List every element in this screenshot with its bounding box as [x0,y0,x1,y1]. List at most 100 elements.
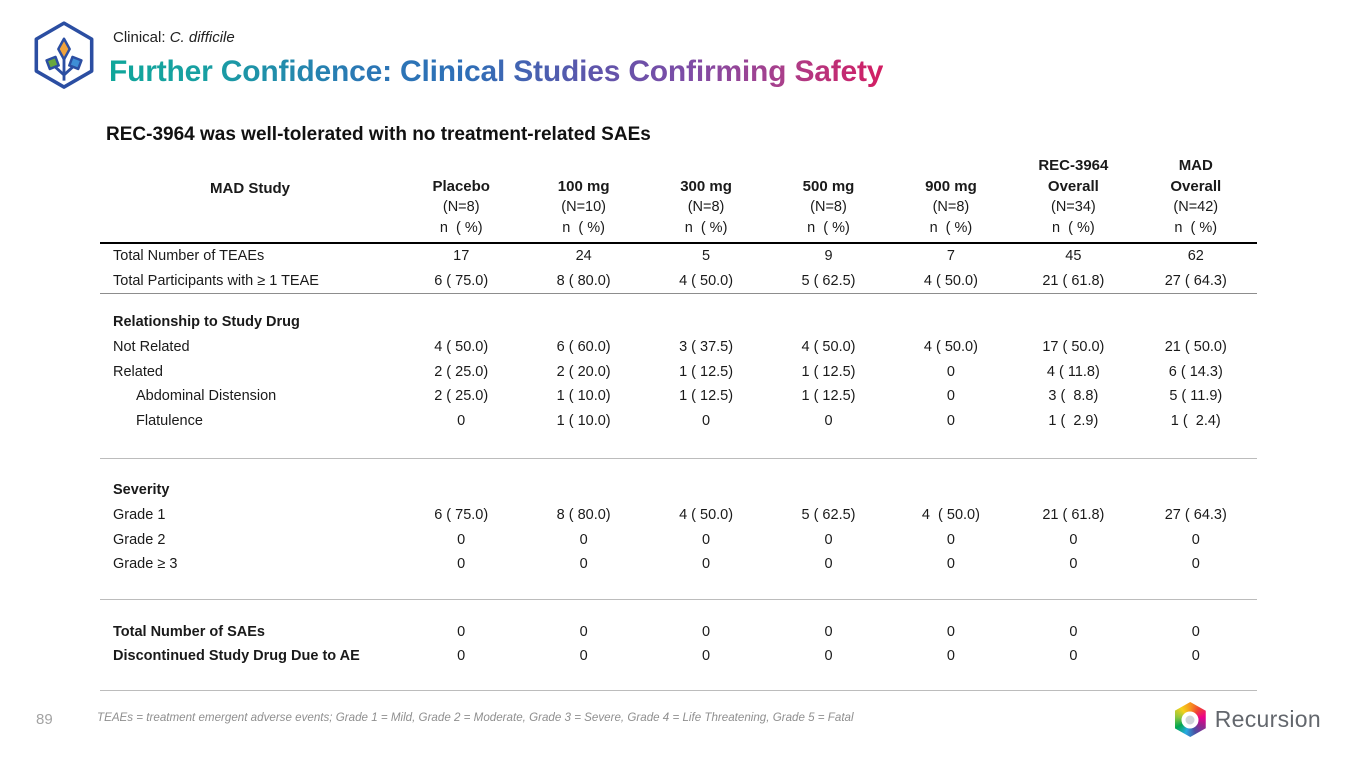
page-title: Further Confidence: Clinical Studies Con… [109,55,884,88]
table-cell: 1 ( 12.5) [801,363,856,380]
table-cell: 0 [579,531,588,548]
table-section-row: Severity [100,478,1257,503]
table-cell: 5 ( 11.9) [1169,388,1223,405]
table-cell: 0 [702,531,711,548]
eyebrow-species: C. difficile [169,29,235,46]
column-header-rec3964-overall: REC-3964 Overall (N=34) n ( %) [1038,157,1109,236]
table-row: Grade 1 6 ( 75.0) 8 ( 80.0) 4 ( 50.0) 5 … [100,503,1257,528]
table-cell: 6 ( 14.3) [1168,363,1223,380]
table-cell: 0 [457,648,466,665]
table-cell: 0 [946,648,955,665]
table-cell: 0 [1191,648,1200,665]
spacer [100,600,1257,620]
table-cell: 6 ( 75.0) [434,507,489,524]
table-cell: 0 [702,412,711,429]
row-label: Total Participants with ≥ 1 TEAE [113,272,319,289]
table-cell: 7 [946,248,955,265]
table-header-row: MAD Study Placebo (N=8) n ( %) 100 mg (N=10… [100,152,1257,244]
section-label: Relationship to Study Drug [113,314,300,331]
table-cell: 0 [824,648,833,665]
table-cell: 4 ( 50.0) [434,339,489,356]
safety-table: MAD Study Placebo (N=8) n ( %) 100 mg (N=10… [100,152,1257,691]
column-header-500mg: 500 mg (N=8) n ( %) [802,178,855,236]
table-row: Discontinued Study Drug Due to AE 0 0 0 … [100,644,1257,669]
table-divider [100,458,1257,460]
table-cell: 5 [702,248,711,265]
eyebrow-label: Clinical: C. difficile [113,29,235,46]
row-label: Grade 2 [113,531,166,548]
table-cell: 0 [457,556,466,573]
table-cell: 0 [946,531,955,548]
table-cell: 0 [946,412,955,429]
row-label: Grade ≥ 3 [113,556,178,573]
table-cell: 62 [1187,248,1204,265]
table-cell: 3 ( 8.8) [1048,388,1099,405]
table-cell: 0 [1191,556,1200,573]
table-cell: 0 [946,556,955,573]
column-header-mad-study: MAD Study [210,180,290,197]
table-cell: 0 [1069,623,1078,640]
spacer [100,669,1257,690]
table-cell: 0 [1191,623,1200,640]
table-cell: 21 ( 61.8) [1042,272,1105,289]
table-row: Total Number of TEAEs 17 24 5 9 7 45 62 [100,244,1257,269]
row-label: Not Related [113,339,190,356]
table-row: Not Related 4 ( 50.0) 6 ( 60.0) 3 ( 37.5… [100,335,1257,360]
table-cell: 3 ( 37.5) [679,339,734,356]
row-label: Related [113,363,163,380]
table-cell: 21 ( 61.8) [1042,507,1105,524]
table-cell: 6 ( 60.0) [556,339,611,356]
row-label: Total Number of TEAEs [113,248,265,265]
table-cell: 27 ( 64.3) [1164,272,1227,289]
table-cell: 0 [946,363,955,380]
table-cell: 0 [457,623,466,640]
table-cell: 4 ( 50.0) [921,507,980,524]
spacer [100,459,1257,478]
table-cell: 0 [946,623,955,640]
row-label: Discontinued Study Drug Due to AE [113,648,360,665]
table-row: Grade ≥ 3 0 0 0 0 0 0 0 [100,552,1257,577]
table-cell: 0 [702,556,711,573]
table-cell: 4 ( 50.0) [923,272,978,289]
spacer [100,433,1257,458]
table-cell: 27 ( 64.3) [1164,507,1227,524]
table-cell: 4 ( 11.8) [1046,363,1100,380]
table-cell: 0 [1069,556,1078,573]
brand-logo: Recursion [1174,702,1321,737]
spacer [100,577,1257,599]
slide-subtitle: REC-3964 was well-tolerated with no trea… [106,124,651,145]
table-cell: 45 [1065,248,1082,265]
table-row: Total Participants with ≥ 1 TEAE 6 ( 75.… [100,269,1257,294]
table-cell: 0 [702,648,711,665]
table-cell: 4 ( 50.0) [923,339,978,356]
table-cell: 0 [824,556,833,573]
table-cell: 1 ( 12.5) [801,388,856,405]
table-row: Grade 2 0 0 0 0 0 0 0 [100,527,1257,552]
table-cell: 2 ( 25.0) [434,388,489,405]
table-cell: 0 [1069,648,1078,665]
table-cell: 4 ( 50.0) [679,507,734,524]
table-cell: 4 ( 50.0) [679,272,734,289]
table-cell: 0 [702,623,711,640]
eyebrow-prefix: Clinical: [113,29,170,46]
table-cell: 2 ( 25.0) [434,363,489,380]
table-cell: 0 [579,623,588,640]
table-cell: 0 [1069,531,1078,548]
table-cell: 4 ( 50.0) [801,339,856,356]
table-cell: 0 [946,388,955,405]
row-label: Total Number of SAEs [113,623,265,640]
section-label: Severity [113,482,170,499]
company-logo-icon [32,21,96,97]
table-cell: 1 ( 12.5) [679,388,734,405]
table-cell: 0 [824,623,833,640]
page-number: 89 [36,711,53,728]
row-label: Flatulence [136,412,203,429]
table-cell: 21 ( 50.0) [1164,339,1227,356]
table-row: Related 2 ( 25.0) 2 ( 20.0) 1 ( 12.5) 1 … [100,359,1257,384]
table-cell: 9 [824,248,833,265]
table-cell: 5 ( 62.5) [801,272,856,289]
table-cell: 0 [824,412,833,429]
column-header-100mg: 100 mg (N=10) n ( %) [557,178,610,236]
table-cell: 8 ( 80.0) [556,272,611,289]
